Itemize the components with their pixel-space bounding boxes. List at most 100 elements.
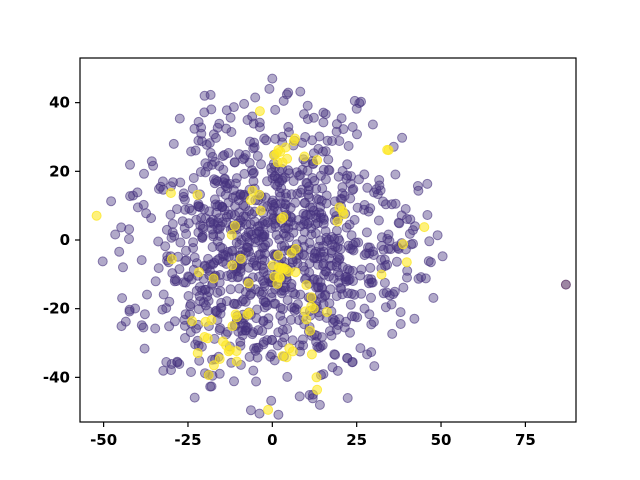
scatter-point-purple [380,199,391,210]
scatter-point-purple [366,292,376,303]
scatter-point-purple [390,198,401,209]
scatter-point-purple [365,203,376,214]
scatter-point-purple [183,291,194,301]
scatter-point-purple [223,252,234,263]
scatter-point-purple [302,100,313,111]
scatter-point-yellow [312,155,323,166]
scatter-point-yellow [398,239,409,250]
scatter-point-purple [343,141,354,151]
scatter-point-purple [413,273,424,284]
x-tick-label: 0 [267,431,277,449]
scatter-point-purple [206,381,217,392]
scatter-point-purple [320,174,331,185]
scatter-point-purple [219,173,230,184]
scatter-point-purple [365,262,376,273]
scatter-point-purple [266,167,277,178]
scatter-point-purple [243,242,254,253]
scatter-point-yellow [276,213,287,224]
scatter-point-purple [327,362,338,373]
scatter-point-purple [318,107,329,118]
scatter-point-purple [347,122,358,132]
scatter-point-yellow [263,404,274,415]
scatter-point-purple [245,136,255,147]
scatter-point-purple [349,214,360,225]
scatter-point-purple [226,209,237,220]
scatter-point-purple [277,316,288,326]
scatter-point-purple [402,214,412,224]
scatter-point-purple [420,273,431,284]
scatter-point-purple [117,293,128,304]
scatter-point-purple [161,224,172,235]
scatter-point-purple [124,306,135,317]
scatter-point-purple [132,202,143,213]
scatter-point-purple [106,196,117,207]
scatter-point-purple [229,157,240,168]
scatter-point-purple [308,112,319,123]
scatter-point-purple [239,98,250,109]
scatter-point-purple [146,213,157,224]
scatter-point-purple [387,328,398,339]
scatter-point-purple [283,87,294,98]
scatter-point-purple [400,204,411,214]
scatter-point-purple [311,183,322,194]
scatter-point-purple [240,211,251,222]
scatter-point-purple [354,174,364,185]
scatter-point-purple [246,288,257,299]
scatter-point-purple [199,107,210,118]
scatter-point-purple [259,248,270,259]
scatter-point-purple [395,319,406,329]
scatter-point-purple [250,92,261,103]
scatter-point-yellow [231,356,242,367]
scatter-point-purple [331,126,342,137]
scatter-point-yellow [311,372,322,383]
scatter-point-purple [161,357,172,367]
scatter-point-purple [307,202,318,213]
scatter-point-purple [355,270,366,281]
scatter-point-purple [309,252,320,263]
scatter-point-yellow [282,153,293,164]
scatter-point-yellow [306,292,317,303]
scatter-point-purple [368,250,379,260]
scatter-point-purple [379,254,390,265]
scatter-point-purple [110,229,121,240]
scatter-point-purple [393,217,404,228]
scatter-point-yellow [290,243,301,254]
scatter-point-yellow [91,210,102,221]
scatter-point-yellow [235,253,246,264]
scatter-point-purple [276,183,287,194]
scatter-point-purple [225,112,236,123]
scatter-point-purple [164,296,175,307]
scatter-point-purple [166,365,176,376]
scatter-point-purple [256,159,266,170]
scatter-point-purple [367,119,378,130]
y-tick-label: 40 [49,94,70,112]
scatter-point-purple [175,237,186,248]
scatter-point-purple [198,273,209,284]
scatter-point-purple [166,232,177,243]
scatter-point-yellow [230,220,240,231]
scatter-point-purple [405,214,416,225]
scatter-point-purple [395,307,406,318]
scatter-point-purple [321,236,332,247]
scatter-point-purple [333,171,344,182]
scatter-point-yellow [376,269,387,280]
scatter-point-purple [303,181,314,192]
scatter-point-purple [248,118,259,129]
scatter-point-purple [356,96,366,107]
scatter-point-purple [334,136,345,146]
scatter-point-purple [253,325,264,336]
scatter-point-purple [422,210,433,220]
scatter-point-purple [248,365,259,376]
scatter-point-purple [154,183,164,194]
scatter-point-purple [297,249,308,260]
scatter-point-purple [334,270,345,281]
scatter-point-purple [172,356,183,367]
scatter-point-purple [132,187,143,198]
scatter-point-purple [138,322,149,333]
scatter-point-purple [286,189,297,200]
scatter-point-purple [180,309,191,320]
scatter-point-purple [259,215,270,226]
scatter-point-purple [150,276,161,287]
scatter-point-purple [220,180,231,191]
scatter-point-purple [310,228,321,239]
